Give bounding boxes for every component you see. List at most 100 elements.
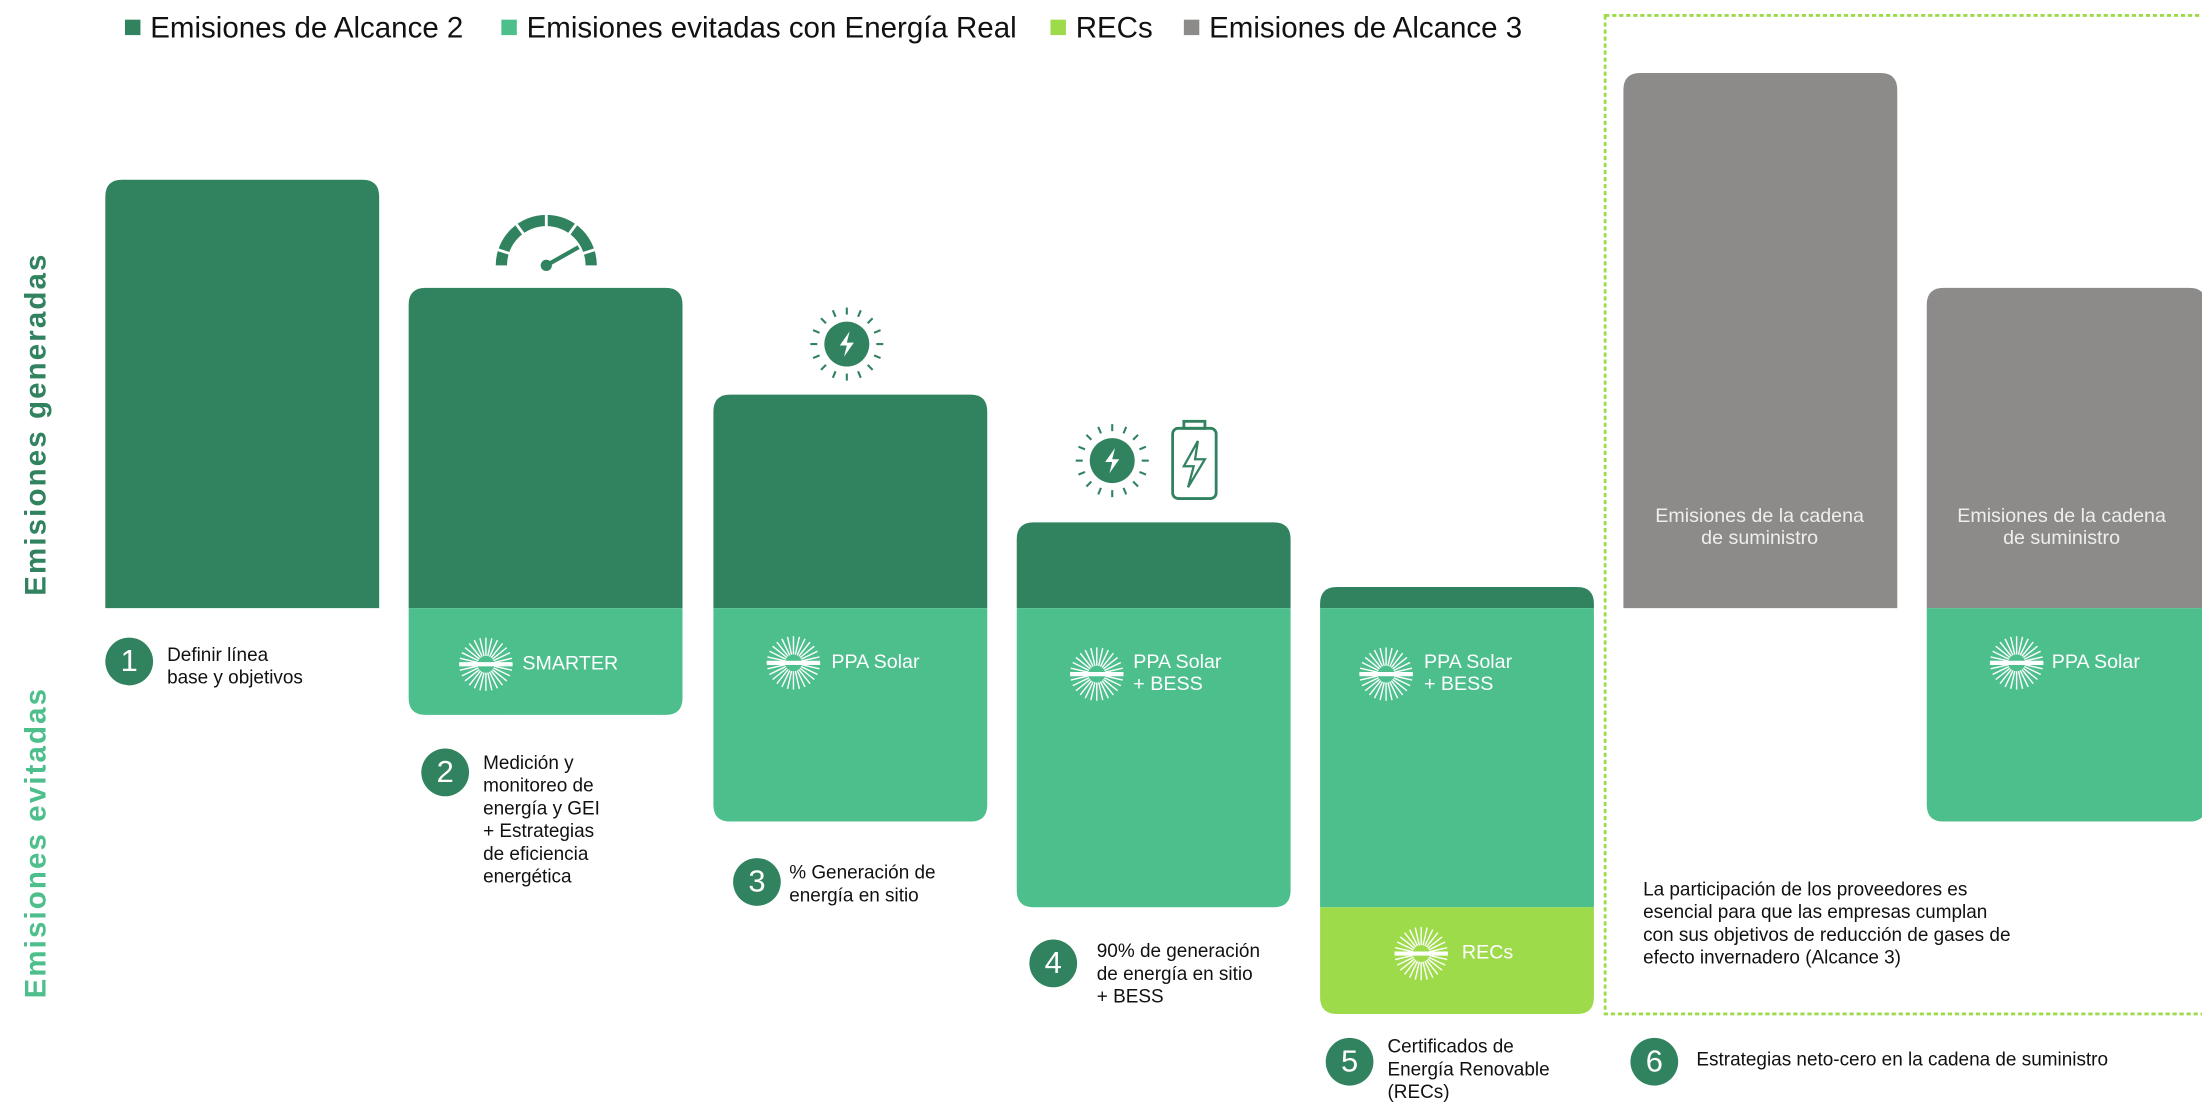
- sun-ray: [801, 664, 820, 670]
- sun-ray: [1364, 678, 1380, 692]
- sun-logo: [1359, 647, 1413, 701]
- sun-ray: [1368, 680, 1382, 696]
- sun-ray: [487, 638, 493, 657]
- sun-ray: [2022, 645, 2038, 659]
- sun-ray: [1395, 954, 1414, 961]
- sun-logo: [459, 637, 513, 691]
- sun-ray: [1414, 927, 1420, 946]
- step-description: 90% de generación: [1097, 941, 1260, 962]
- sun-ray: [1995, 645, 2011, 659]
- sun-icon-ray: [1139, 470, 1147, 476]
- sun-ray: [2023, 665, 2041, 676]
- legend-swatch: [1183, 19, 1200, 36]
- legend-label: Emisiones de Alcance 2: [150, 11, 463, 44]
- sun-ray: [1995, 667, 2011, 681]
- sun-ray: [2019, 638, 2029, 656]
- bolt: [1105, 447, 1120, 474]
- sun-ray: [1373, 681, 1384, 699]
- sun-ray: [473, 671, 483, 689]
- sun-ray: [1084, 681, 1094, 699]
- sun-icon-ray: [1097, 487, 1102, 495]
- sun-ray: [1990, 656, 2009, 662]
- step-description: energía en sitio: [789, 885, 918, 906]
- step-description: Estrategias neto-cero en la cadena de su…: [1696, 1049, 2108, 1070]
- sun-ray: [493, 657, 513, 664]
- sun-ray: [2004, 638, 2014, 656]
- sun-ray: [492, 647, 508, 660]
- sun-ray: [461, 652, 479, 662]
- sun-ray: [781, 670, 791, 688]
- step-description: base y objetivos: [167, 668, 303, 689]
- sun-ray: [1990, 664, 2009, 670]
- sun-ray: [2024, 664, 2043, 670]
- note: con sus objetivos de reducción de gases …: [1643, 925, 2010, 946]
- sun-ray: [1404, 959, 1417, 975]
- legend-swatch: [124, 19, 141, 36]
- bolt: [839, 331, 854, 357]
- bar-label: SMARTER: [522, 652, 618, 674]
- sun-ray: [1425, 932, 1439, 948]
- step-description: % Generación de: [789, 863, 935, 884]
- sun-ray: [1399, 936, 1416, 949]
- sun-ray: [798, 641, 811, 657]
- sun-ray: [769, 650, 787, 660]
- sun-ray: [479, 638, 485, 657]
- sun-icon-ray: [820, 317, 827, 324]
- sun-ray: [1361, 677, 1379, 687]
- gauge-hub: [540, 259, 552, 272]
- sun-ray: [800, 665, 818, 676]
- sun-icon-ray: [1122, 487, 1128, 495]
- sun-ray: [468, 642, 482, 659]
- sun-icon-ray: [1122, 426, 1128, 434]
- step-circle: [421, 748, 470, 797]
- sun-icon-ray: [820, 364, 827, 371]
- battery-icon: [1171, 426, 1218, 500]
- legend-label: Emisiones evitadas con Energía Real: [527, 11, 1017, 44]
- sun-ray: [1394, 675, 1413, 681]
- gauge-tick: [514, 222, 526, 237]
- bar-label: RECs: [1462, 942, 1514, 964]
- sun-ray: [1424, 929, 1434, 947]
- bar-label: de suministro: [1701, 527, 1818, 549]
- sun-icon-ray: [857, 370, 862, 379]
- sun-ray: [1101, 652, 1114, 668]
- sun-ray: [796, 670, 806, 688]
- sun-ray: [488, 639, 499, 657]
- scope3-box: [1603, 14, 2202, 1016]
- sun-logo: [1070, 647, 1124, 701]
- sun-ray: [1101, 680, 1114, 696]
- sun-ray: [1414, 961, 1420, 980]
- step-description: de eficiencia: [483, 844, 589, 865]
- sun-ray: [1364, 656, 1380, 670]
- bar-label: Emisiones de la cadena: [1655, 505, 1864, 527]
- sun-ray: [1428, 941, 1446, 951]
- sun-ray: [1429, 954, 1448, 961]
- sun-ray: [490, 670, 504, 686]
- bar-label: PPA Solar: [2052, 651, 2141, 673]
- step-circle: [1029, 939, 1078, 988]
- bar-segment: [713, 394, 988, 609]
- step-description: energía y GEI: [483, 798, 600, 819]
- sun-ray: [490, 642, 504, 659]
- bar-label: PPA Solar: [831, 651, 920, 673]
- sun-ray: [493, 667, 511, 677]
- sun-logo: [766, 636, 821, 690]
- sun-icon-ray: [1078, 445, 1086, 451]
- sun-ray: [1404, 932, 1417, 948]
- sun-ray: [799, 645, 815, 659]
- step-description: energética: [483, 867, 572, 888]
- gauge-tick: [566, 222, 578, 237]
- sun-ray: [1390, 680, 1404, 696]
- sun-ray: [1425, 959, 1439, 975]
- sun-ray: [1392, 678, 1408, 692]
- sun-ray: [1368, 652, 1382, 668]
- sun-ray: [800, 650, 818, 660]
- sun-ray: [2023, 650, 2041, 660]
- step-description: Energía Renovable: [1387, 1059, 1549, 1080]
- sun-ray: [796, 638, 806, 656]
- bar-segment: [1623, 73, 1898, 609]
- sun-ray: [769, 665, 787, 676]
- sun-ray: [1075, 678, 1091, 692]
- sun-icon-ray: [866, 364, 874, 371]
